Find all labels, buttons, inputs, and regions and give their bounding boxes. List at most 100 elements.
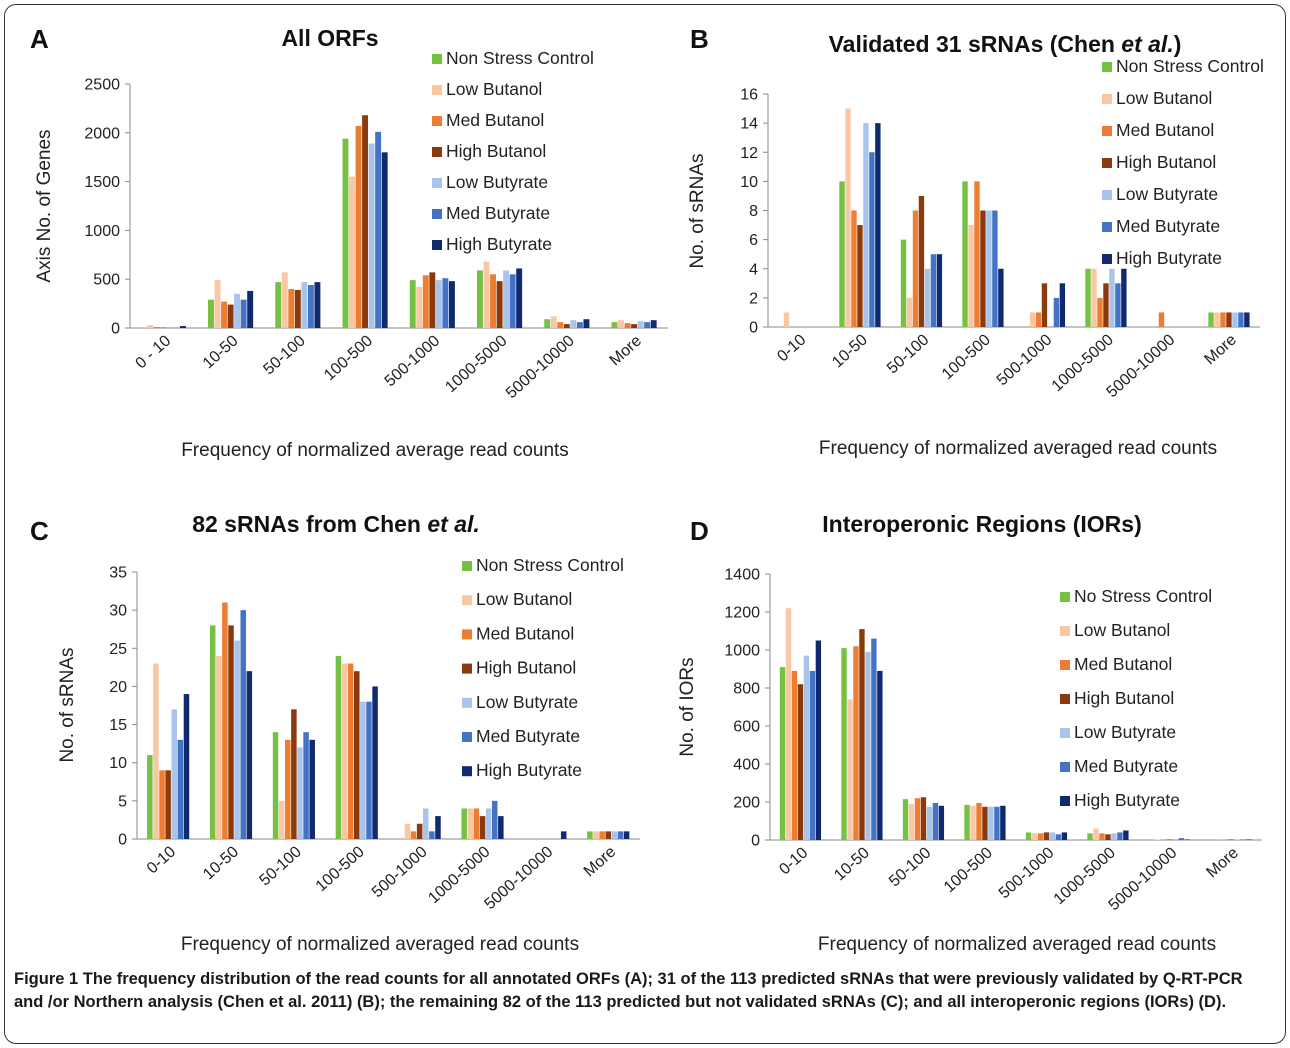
bar-c-4-4 (422, 808, 429, 839)
y-tick-label: 15 (109, 717, 127, 734)
bar-a-0-4 (409, 280, 416, 328)
y-tick-label: 0 (118, 832, 127, 849)
bar-b-4-1 (863, 123, 869, 328)
bar-b-1-0 (783, 312, 790, 327)
bar-b-3-2 (918, 195, 925, 327)
bar-a-4-2 (301, 282, 308, 328)
x-category-label: More (1203, 844, 1242, 881)
legend-label: Med Butanol (1116, 120, 1214, 140)
bar-b-3-7 (1226, 312, 1232, 327)
legend-label: Low Butyrate (1074, 722, 1176, 742)
bar-c-2-2 (285, 739, 291, 839)
bar-c-2-7 (599, 831, 605, 839)
bar-c-6-1 (246, 671, 253, 839)
bar-b-0-1 (839, 181, 845, 328)
bar-a-3-3 (362, 115, 369, 328)
bar-a-1-5 (483, 261, 490, 328)
x-category-label: More (1201, 331, 1240, 368)
legend-swatch (1102, 222, 1112, 232)
bar-d-4-2 (926, 806, 933, 840)
bar-c-6-3 (372, 686, 378, 839)
x-category-label: 50-100 (886, 844, 934, 890)
x-category-label: 100-500 (313, 843, 368, 895)
bar-b-6-3 (998, 268, 1004, 327)
bar-b-4-7 (1232, 312, 1238, 327)
y-tick-label: 1500 (84, 174, 120, 191)
bar-c-5-3 (366, 701, 372, 839)
bar-d-1-4 (1031, 833, 1038, 840)
legend-label: High Butyrate (1116, 248, 1222, 268)
legend-swatch (432, 209, 442, 219)
bar-a-1-2 (281, 272, 288, 328)
x-axis-label: Frequency of normalized averaged read co… (181, 934, 579, 955)
bar-c-4-1 (234, 640, 240, 839)
legend-swatch (462, 663, 472, 674)
bar-c-1-1 (216, 655, 222, 839)
bar-b-3-1 (857, 225, 863, 327)
bar-a-6-4 (448, 281, 455, 328)
legend-label: Med Butyrate (476, 726, 580, 746)
chart-title: 82 sRNAs from Chen et al. (192, 511, 480, 537)
bar-a-4-7 (637, 321, 644, 328)
bar-c-3-1 (228, 625, 234, 839)
bar-a-3-5 (496, 281, 503, 328)
bar-a-6-7 (650, 320, 657, 328)
legend-swatch (462, 629, 472, 640)
x-category-label: 50-100 (884, 331, 932, 377)
bar-c-1-5 (467, 808, 474, 839)
bar-a-6-0 (179, 326, 186, 328)
bar-d-4-1 (865, 651, 871, 840)
bar-d-2-3 (976, 802, 982, 840)
legend-swatch (1102, 190, 1112, 200)
bar-d-1-7 (1216, 839, 1222, 840)
legend-swatch (1102, 126, 1112, 136)
legend-label: Low Butanol (1116, 88, 1212, 108)
bar-c-3-4 (416, 823, 423, 839)
legend-swatch (1102, 94, 1112, 104)
legend-label: High Butyrate (446, 234, 552, 254)
bar-a-4-5 (503, 270, 510, 328)
x-axis-label: Frequency of normalized averaged read co… (819, 438, 1217, 459)
caption-text: The frequency distribution of the read c… (14, 970, 1243, 1011)
legend-swatch (1060, 796, 1070, 806)
bar-c-4-5 (485, 808, 492, 839)
y-tick-label: 5 (118, 793, 127, 810)
bar-c-4-2 (297, 747, 303, 839)
bar-b-2-5 (1097, 297, 1103, 328)
panel-letter: A (30, 24, 49, 54)
bar-c-6-7 (623, 831, 630, 839)
legend-label: Non Stress Control (1116, 56, 1264, 76)
bar-b-5-3 (992, 210, 998, 327)
bar-b-5-5 (1115, 283, 1121, 327)
bar-c-5-7 (617, 831, 624, 839)
bar-d-4-3 (988, 806, 994, 840)
bar-c-4-3 (360, 701, 366, 839)
bar-c-6-0 (183, 694, 190, 839)
bar-d-3-1 (859, 629, 865, 840)
bar-a-3-4 (429, 272, 436, 328)
y-tick-label: 8 (749, 203, 758, 220)
bar-b-5-1 (869, 152, 875, 327)
bar-d-2-0 (791, 670, 798, 840)
y-axis-label: No. of sRNAs (687, 153, 708, 268)
bar-a-0-7 (611, 322, 618, 328)
bar-c-6-6 (560, 831, 567, 839)
y-tick-label: 10 (109, 755, 127, 772)
bar-d-0-3 (964, 804, 970, 840)
bar-c-4-0 (171, 709, 177, 839)
bar-d-0-7 (1210, 839, 1216, 840)
x-category-label: 10-50 (829, 331, 871, 371)
legend-label: Med Butyrate (1116, 216, 1220, 236)
bar-c-0-7 (587, 831, 593, 839)
chart-panel-b: B Validated 31 sRNAs (Chen et al.) 0 2 4 6 8 10… (687, 24, 1264, 459)
bar-a-2-1 (221, 301, 228, 328)
legend-label: Low Butyrate (446, 172, 548, 192)
y-axis-label: No. of IORs (677, 657, 698, 756)
bar-b-3-4 (1041, 283, 1048, 327)
legend-label: High Butyrate (476, 760, 582, 780)
y-tick-label: 10 (740, 174, 758, 191)
bar-d-6-1 (877, 670, 883, 840)
panel-letter: C (30, 516, 49, 546)
bar-b-1-4 (1029, 312, 1036, 327)
bar-a-6-1 (247, 290, 254, 328)
